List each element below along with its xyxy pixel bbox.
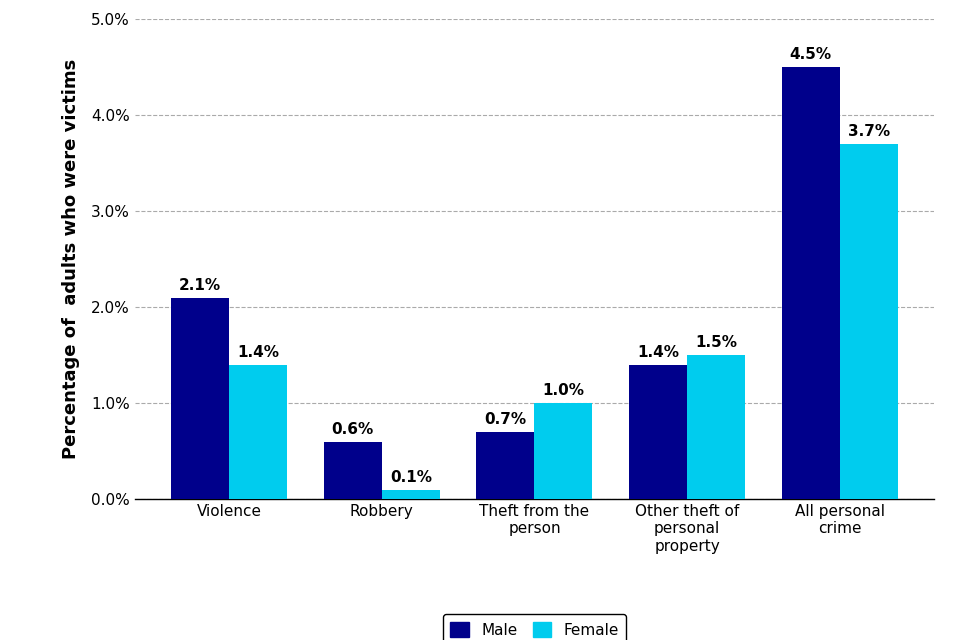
Text: 4.5%: 4.5% bbox=[790, 47, 832, 63]
Bar bbox=[534, 403, 592, 499]
Bar bbox=[782, 67, 840, 499]
Y-axis label: Percentage of  adults who were victims: Percentage of adults who were victims bbox=[62, 59, 80, 460]
Bar bbox=[229, 365, 287, 499]
Legend: Male, Female: Male, Female bbox=[443, 614, 626, 640]
Text: 3.7%: 3.7% bbox=[847, 124, 890, 140]
Bar bbox=[629, 365, 688, 499]
Bar bbox=[324, 442, 381, 499]
Bar bbox=[840, 144, 898, 499]
Bar bbox=[171, 298, 229, 499]
Text: 1.4%: 1.4% bbox=[638, 345, 679, 360]
Text: 0.6%: 0.6% bbox=[331, 422, 374, 436]
Text: 1.4%: 1.4% bbox=[237, 345, 279, 360]
Bar bbox=[477, 432, 534, 499]
Text: 0.7%: 0.7% bbox=[484, 412, 527, 428]
Text: 2.1%: 2.1% bbox=[179, 278, 221, 293]
Text: 1.0%: 1.0% bbox=[542, 383, 585, 398]
Bar bbox=[688, 355, 745, 499]
Text: 1.5%: 1.5% bbox=[695, 335, 737, 350]
Text: 0.1%: 0.1% bbox=[390, 470, 431, 485]
Bar bbox=[381, 490, 440, 499]
